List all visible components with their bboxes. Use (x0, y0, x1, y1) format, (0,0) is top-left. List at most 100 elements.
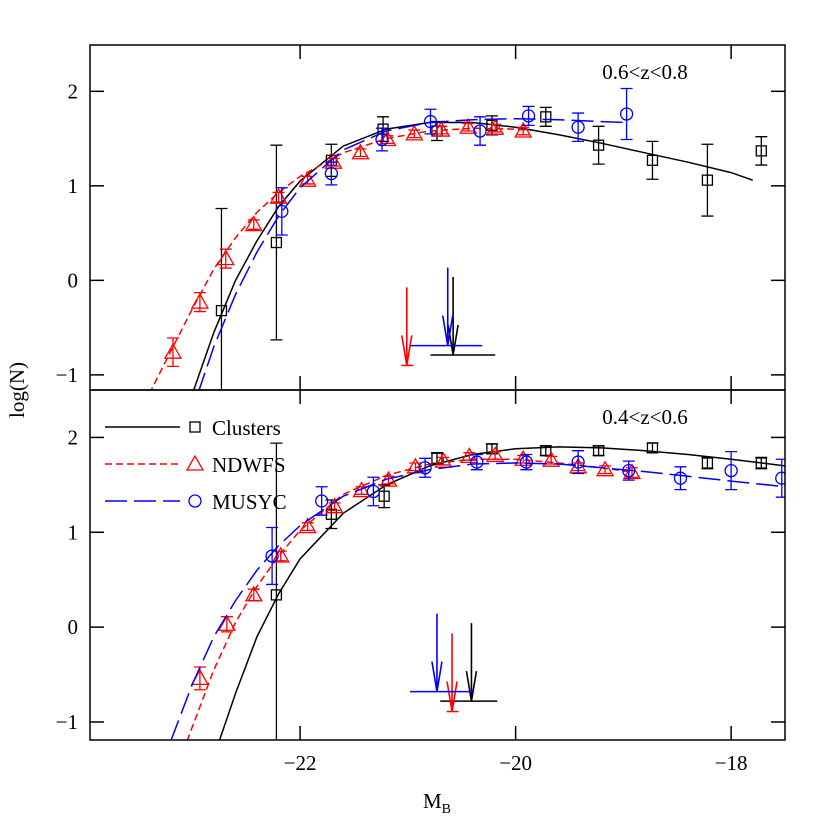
error-bar (470, 453, 483, 471)
error-bar (572, 112, 585, 143)
point (351, 143, 370, 160)
point (470, 455, 484, 469)
error-bar (701, 143, 714, 217)
point (270, 589, 283, 601)
point (701, 457, 714, 469)
point (486, 119, 498, 131)
annotation: 0.6<z<0.8 (602, 60, 688, 84)
point (298, 170, 317, 187)
point (215, 304, 228, 317)
point (592, 445, 605, 457)
point (432, 120, 451, 137)
arrow (441, 267, 454, 346)
error-bar (674, 466, 687, 491)
error-bar (701, 456, 714, 470)
error-bar (489, 451, 502, 460)
point (622, 463, 636, 478)
error-bar (166, 337, 179, 368)
plot-area (170, 442, 785, 740)
error-bar (489, 123, 502, 133)
error-bar (301, 522, 314, 532)
point (270, 236, 283, 249)
y-tick-label: 1 (68, 520, 79, 544)
point (324, 166, 339, 181)
point (701, 174, 714, 186)
fit-line (218, 446, 785, 740)
point (540, 111, 552, 123)
point (423, 114, 438, 129)
frame (89, 389, 786, 741)
point (244, 215, 263, 232)
point (379, 470, 398, 487)
y-tick-label: 2 (68, 79, 79, 103)
point (375, 132, 389, 147)
point (514, 449, 533, 466)
y-tick-label: 0 (68, 615, 79, 639)
error-bar (382, 475, 395, 485)
point (673, 471, 688, 485)
point (163, 342, 183, 359)
point (298, 517, 317, 534)
error-bar (367, 476, 380, 507)
y-tick-label: 1 (68, 174, 79, 198)
point (540, 445, 552, 457)
point (519, 455, 534, 469)
point (571, 120, 585, 134)
error-bar (270, 442, 283, 740)
plot-area (150, 87, 768, 390)
legend-marker (188, 494, 202, 508)
point (405, 124, 424, 141)
point (724, 463, 738, 478)
error-bar (275, 187, 288, 236)
error-bar (725, 451, 738, 491)
y-axis-label: log(N) (5, 362, 29, 418)
point (646, 154, 659, 166)
point (325, 508, 338, 520)
point (646, 442, 659, 454)
frame (89, 44, 786, 391)
point (459, 117, 478, 134)
error-bar (474, 116, 487, 146)
y-tick-label: −1 (56, 363, 78, 387)
point (486, 118, 505, 135)
point (619, 107, 634, 121)
error-bar (462, 122, 475, 132)
arrow (401, 287, 413, 366)
point (473, 124, 487, 138)
x-tick-label: −22 (284, 751, 317, 775)
point (216, 249, 235, 266)
error-bar (376, 127, 389, 152)
fit-line (198, 117, 627, 390)
error-bar (463, 451, 476, 461)
error-bar (620, 87, 633, 141)
point (275, 204, 289, 219)
x-axis-label-sub: B (442, 802, 451, 817)
point (366, 484, 381, 499)
panel: −22 −20 −18−10120.4<z<0.6MBlog(N)ClustersN… (5, 362, 786, 817)
legend-marker (189, 421, 201, 433)
error-bar (247, 219, 260, 230)
point (542, 450, 561, 467)
error-bar (270, 144, 283, 341)
legend-label: MUSYC (212, 490, 287, 514)
point (755, 145, 767, 157)
error-bar (354, 148, 367, 158)
error-bar (272, 191, 285, 203)
error-bar (325, 161, 338, 186)
error-bar (424, 108, 437, 135)
x-axis-label: MB (423, 789, 451, 817)
point (775, 471, 785, 485)
error-bar (755, 136, 768, 166)
point (269, 187, 288, 204)
point (486, 446, 505, 463)
error-bar (266, 526, 279, 586)
error-bar (775, 458, 785, 498)
arrow (446, 633, 458, 712)
error-bar (378, 484, 391, 509)
error-bar (520, 453, 533, 471)
arrow (465, 623, 478, 702)
legend-label: Clusters (212, 416, 281, 440)
point (265, 549, 279, 563)
